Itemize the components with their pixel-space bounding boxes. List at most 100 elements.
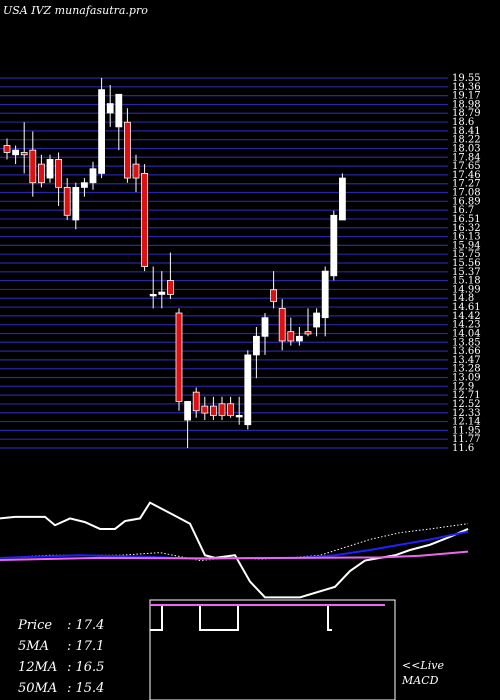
candle [304, 308, 312, 337]
candle [89, 161, 97, 190]
candle-body [321, 270, 329, 319]
candle [63, 178, 71, 220]
stat-label: 12MA [18, 660, 57, 675]
candle [218, 396, 226, 421]
candle [38, 154, 45, 188]
price-grid [0, 77, 448, 449]
y-tick-label: 19.55 [452, 73, 481, 84]
candle [20, 122, 28, 174]
chart-title: USA IVZ munafasutra.pro [3, 4, 148, 17]
indicator-panel [0, 501, 469, 599]
live-label[interactable]: <<Live [402, 659, 444, 672]
candle-body [115, 93, 123, 128]
y-tick-label: 14.99 [452, 284, 481, 295]
y-tick-label: 13.85 [452, 337, 481, 348]
y-tick-label: 18.79 [452, 108, 481, 119]
y-tick-label: 14.04 [452, 328, 481, 339]
candle-body [98, 89, 105, 174]
candle [227, 396, 235, 418]
candle [321, 266, 329, 337]
candle-body [313, 312, 321, 328]
y-tick-label: 19.36 [452, 82, 481, 93]
candle [184, 401, 192, 448]
y-tick-label: 16.89 [452, 196, 481, 207]
y-tick-label: 13.09 [452, 373, 481, 384]
candle-body [304, 331, 312, 335]
candle [132, 154, 140, 193]
candle [192, 387, 200, 418]
y-tick-label: 12.71 [452, 390, 481, 401]
y-tick-label: 17.27 [452, 179, 481, 190]
candle-body [218, 403, 226, 416]
candle-body [55, 159, 62, 188]
candle [106, 84, 114, 127]
y-tick-label: 16.51 [452, 214, 481, 225]
y-tick-label: 17.84 [452, 152, 481, 163]
candle-body [295, 335, 303, 342]
stat-value: : 17.4 [67, 618, 104, 633]
candle-body [278, 307, 286, 342]
candle [252, 326, 260, 379]
candle-body [63, 186, 71, 216]
y-tick-label: 17.46 [452, 170, 481, 181]
y-tick-label: 11.77 [452, 434, 481, 445]
candle [72, 182, 80, 230]
candle-body [20, 152, 28, 156]
candle [3, 138, 11, 160]
candle-body [89, 168, 97, 184]
y-tick-label: 13.47 [452, 355, 481, 366]
y-tick-label: 14.42 [452, 311, 481, 322]
y-tick-label: 11.95 [452, 425, 481, 436]
candle [124, 108, 131, 183]
candle-body [209, 405, 217, 416]
candle [235, 396, 243, 425]
y-tick-label: 13.66 [452, 346, 481, 357]
candle [46, 154, 54, 183]
y-tick-label: 15.18 [452, 276, 481, 287]
y-axis-ticks: 19.5519.3619.1718.9818.7918.618.4118.221… [452, 73, 481, 454]
y-tick-label: 12.33 [452, 408, 481, 419]
candle [158, 271, 166, 309]
candle-body [149, 294, 157, 297]
candle [175, 308, 183, 411]
y-tick-label: 17.08 [452, 188, 481, 199]
candle-body [175, 312, 183, 402]
price-panel: 19.5519.3619.1718.9818.7918.618.4118.221… [0, 73, 481, 454]
candle [166, 252, 174, 300]
candle-body [81, 182, 88, 188]
y-tick-label: 16.32 [452, 223, 481, 234]
y-tick-label: 18.03 [452, 143, 481, 154]
stat-value: : 17.1 [67, 639, 104, 654]
y-tick-label: 14.61 [452, 302, 481, 313]
indicator-line [0, 501, 469, 599]
y-tick-label: 15.75 [452, 249, 481, 260]
y-tick-label: 17.65 [452, 161, 481, 172]
candle [115, 93, 123, 151]
y-tick-label: 11.6 [452, 443, 474, 454]
indicator-line [0, 550, 469, 561]
y-tick-label: 19.17 [452, 91, 481, 102]
y-tick-label: 18.22 [452, 135, 481, 146]
stat-value: : 15.4 [67, 681, 104, 696]
candle-body [141, 173, 149, 267]
y-tick-label: 16.7 [452, 205, 474, 216]
candle [141, 164, 149, 272]
candle-body [227, 403, 235, 416]
candle-body [12, 149, 20, 156]
candle-body [46, 159, 54, 179]
y-tick-label: 13.28 [452, 364, 481, 375]
candle [313, 308, 321, 337]
candle-body [132, 163, 140, 179]
y-tick-label: 12.9 [452, 381, 474, 392]
y-tick-label: 12.52 [452, 399, 481, 410]
candle [338, 173, 346, 221]
stats-block: Price: 17.4 5MA: 17.1 12MA: 16.5 50MA: 15.4 [17, 618, 104, 696]
candle-body [287, 331, 295, 342]
stat-label: Price [17, 618, 52, 633]
candle-body [235, 415, 243, 418]
y-tick-label: 15.37 [452, 267, 481, 278]
candle-body [3, 145, 11, 153]
candle-group [3, 78, 346, 448]
candle [295, 326, 303, 346]
candle [330, 210, 338, 281]
